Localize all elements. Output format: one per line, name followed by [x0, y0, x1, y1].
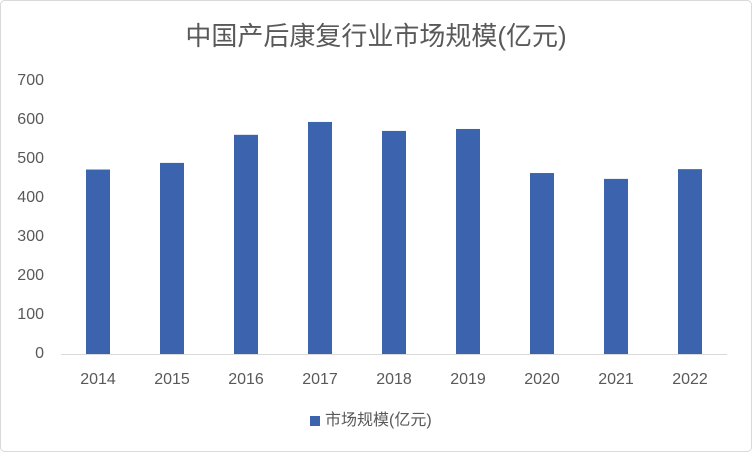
x-tick-label: 2019: [450, 371, 486, 388]
bar: [604, 178, 628, 354]
bar: [160, 162, 184, 354]
y-tick-label: 600: [17, 111, 44, 128]
x-tick-label: 2022: [672, 371, 708, 388]
y-tick-label: 400: [17, 189, 44, 206]
bar: [678, 169, 702, 354]
x-tick-label: 2017: [302, 371, 338, 388]
y-tick-label: 0: [35, 345, 44, 362]
x-tick-label: 2018: [376, 371, 412, 388]
bar: [234, 134, 258, 354]
x-tick-label: 2015: [154, 371, 190, 388]
bar: [86, 169, 110, 354]
y-tick-label: 100: [17, 306, 44, 323]
bar: [456, 128, 480, 354]
y-tick-label: 200: [17, 267, 44, 284]
bar: [308, 121, 332, 354]
y-tick-label: 700: [17, 72, 44, 89]
x-tick-label: 2021: [598, 371, 634, 388]
x-tick-label: 2020: [524, 371, 560, 388]
y-tick-label: 500: [17, 150, 44, 167]
x-tick-label: 2014: [80, 371, 116, 388]
bar: [382, 130, 406, 354]
bar: [530, 173, 554, 354]
legend-label: 市场规模(亿元): [325, 411, 432, 429]
x-tick-label: 2016: [228, 371, 264, 388]
legend-swatch: [310, 416, 320, 426]
chart-title: 中国产后康复行业市场规模(亿元): [185, 21, 566, 51]
y-tick-label: 300: [17, 228, 44, 245]
